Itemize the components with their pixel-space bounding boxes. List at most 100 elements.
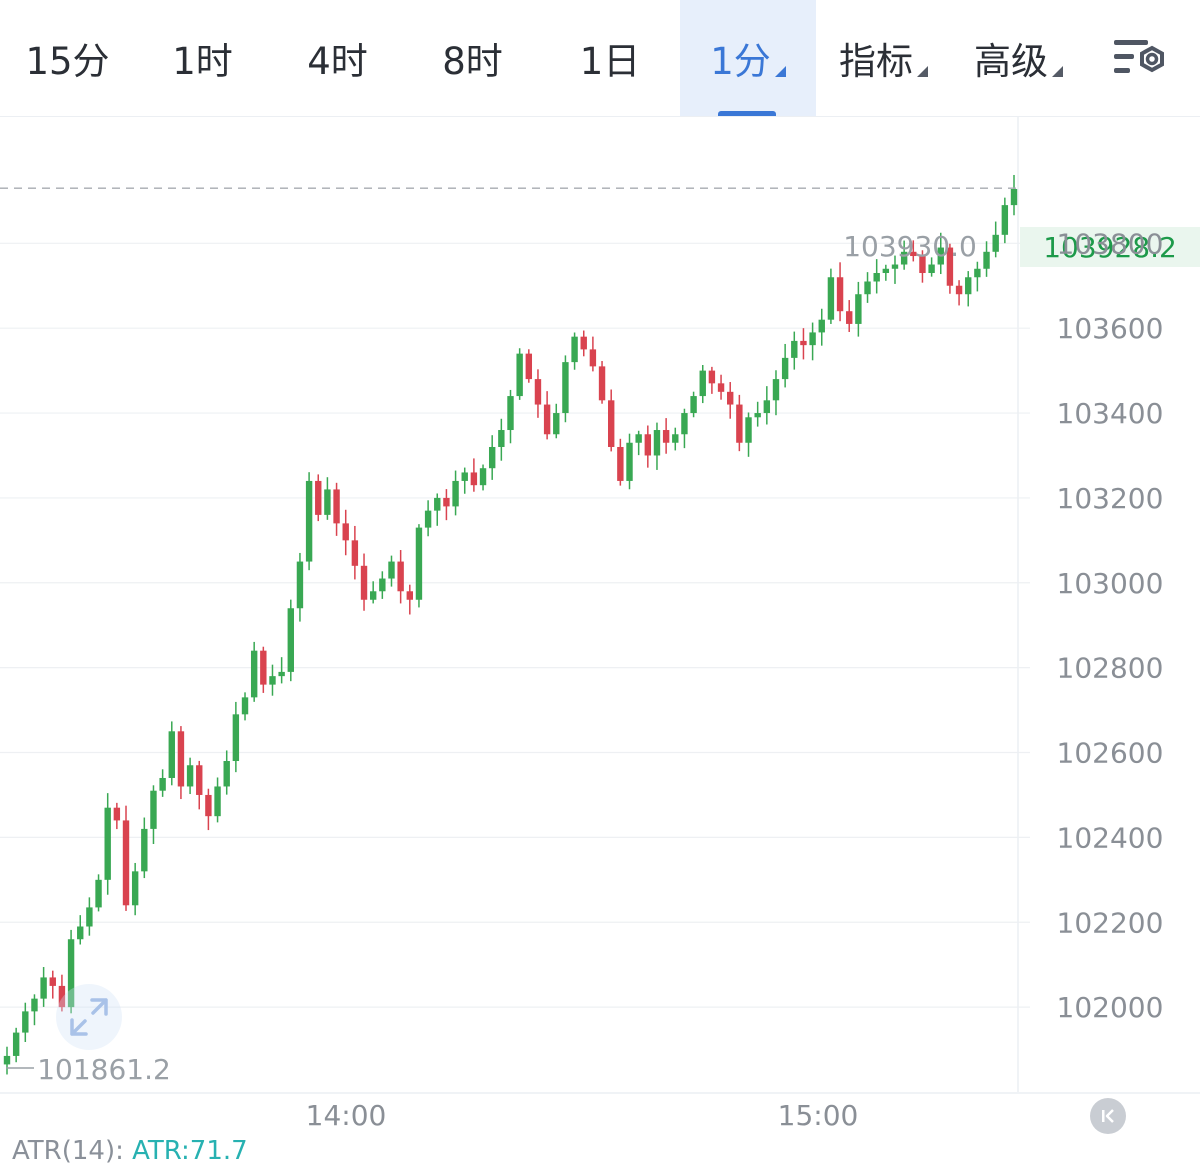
- candle: [342, 509, 349, 556]
- last-price-tag: [1020, 227, 1200, 267]
- candle: [864, 272, 871, 303]
- jump-to-latest-icon: [1102, 1109, 1114, 1123]
- candle-body: [452, 480, 459, 507]
- fullscreen-button[interactable]: [56, 984, 122, 1050]
- candle-body: [31, 998, 38, 1012]
- y-tick-label: 102800: [1057, 652, 1164, 685]
- candle: [214, 777, 221, 823]
- candle-body: [49, 977, 56, 986]
- candle-body: [699, 370, 706, 397]
- tab-8hour[interactable]: 8时: [405, 0, 540, 116]
- candle: [77, 915, 84, 945]
- candle-body: [873, 273, 880, 282]
- candle-body: [488, 446, 496, 469]
- candle: [827, 268, 835, 324]
- y-tick-label: 102600: [1057, 737, 1164, 770]
- candle: [873, 259, 880, 294]
- dropdown-caret-icon: [917, 65, 928, 77]
- high-price-label: 103930.0: [843, 230, 977, 263]
- candle: [699, 364, 706, 404]
- candle-body: [113, 807, 121, 821]
- candle-body: [3, 1055, 11, 1065]
- candle-body: [315, 480, 322, 515]
- indicator-label: ATR(14):: [12, 1136, 124, 1166]
- candle-body: [333, 489, 340, 524]
- candle: [122, 805, 130, 911]
- candle-body: [159, 777, 166, 791]
- candle-body: [882, 268, 890, 274]
- candle: [653, 422, 661, 470]
- tab-15min[interactable]: 15分: [0, 0, 135, 116]
- candle: [836, 262, 844, 322]
- candle: [269, 664, 276, 696]
- candle-body: [672, 434, 679, 443]
- candle-body: [296, 561, 304, 609]
- candle-body: [965, 277, 972, 295]
- candle-body: [22, 1011, 29, 1033]
- atr-indicator-readout: ATR(14): ATR:71.7: [12, 1136, 248, 1166]
- tab-1hour[interactable]: 1时: [135, 0, 270, 116]
- candle: [534, 369, 542, 418]
- candle-body: [287, 608, 294, 672]
- candlestick-chart[interactable]: 103928.2 103930.0 101861.2 1020001022001…: [0, 0, 1200, 1135]
- candle: [324, 477, 331, 520]
- candle-body: [250, 650, 258, 698]
- candle: [168, 721, 175, 786]
- candle: [974, 261, 981, 292]
- candle: [470, 458, 478, 492]
- candle: [86, 897, 93, 936]
- tab-indicators[interactable]: 指标: [816, 0, 951, 116]
- candle: [260, 646, 267, 693]
- candle-body: [608, 400, 615, 447]
- candle-body: [653, 430, 661, 456]
- candle: [589, 336, 597, 372]
- candle-body: [196, 765, 203, 795]
- candle: [58, 974, 66, 1012]
- candle-body: [571, 336, 578, 363]
- candle-body: [681, 413, 688, 435]
- y-tick-label: 103400: [1057, 397, 1164, 430]
- candle-body: [360, 565, 368, 600]
- candle-body: [351, 540, 359, 566]
- candle-body: [278, 671, 285, 677]
- candle: [965, 271, 972, 307]
- active-tab-indicator: [718, 111, 776, 116]
- chart-settings-button[interactable]: [1112, 34, 1172, 86]
- tab-label: 15分: [25, 40, 110, 83]
- candle-body: [397, 561, 404, 592]
- candle: [141, 817, 148, 879]
- candle: [360, 553, 368, 611]
- candle: [305, 472, 313, 571]
- candle: [772, 370, 780, 416]
- candle: [617, 438, 624, 486]
- tab-1min[interactable]: 1分: [680, 0, 816, 116]
- candle-body: [470, 472, 478, 486]
- candle-body: [12, 1032, 20, 1056]
- y-tick-label: 103800: [1057, 227, 1164, 260]
- candle-body: [424, 510, 432, 528]
- tab-label: 4时: [307, 40, 368, 83]
- candle: [928, 257, 935, 277]
- candle-body: [946, 247, 954, 286]
- candle: [388, 555, 395, 587]
- candle: [3, 1046, 11, 1075]
- candle: [223, 750, 230, 795]
- candle-body: [305, 480, 313, 562]
- tab-4hour[interactable]: 4时: [270, 0, 405, 116]
- candle: [113, 802, 121, 830]
- candle: [626, 433, 633, 490]
- candle-body: [800, 340, 807, 346]
- candle-body: [580, 336, 587, 350]
- candle: [791, 331, 798, 370]
- candle-body: [900, 251, 908, 265]
- candle: [727, 382, 734, 419]
- candle-body: [589, 349, 597, 367]
- candle: [159, 769, 166, 797]
- candle: [196, 760, 203, 810]
- candle: [745, 412, 752, 457]
- tab-1day[interactable]: 1日: [540, 0, 680, 116]
- candle-body: [388, 561, 395, 579]
- candle-body: [342, 523, 349, 541]
- tab-advanced[interactable]: 高级: [951, 0, 1086, 116]
- scroll-to-latest-button[interactable]: [1090, 1098, 1126, 1134]
